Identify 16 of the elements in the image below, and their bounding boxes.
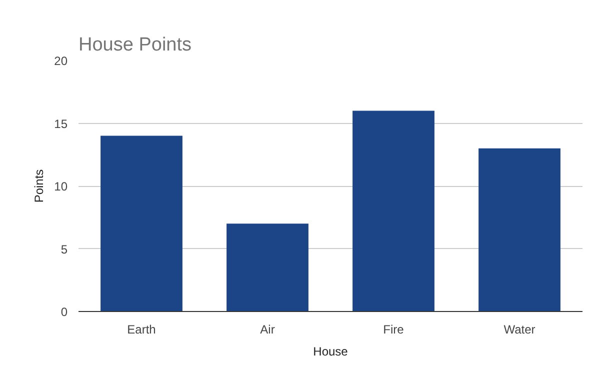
bar <box>478 148 560 312</box>
bar <box>226 224 308 312</box>
x-tick-label: Earth <box>127 322 156 336</box>
bar <box>352 110 434 312</box>
x-tick-label: Air <box>260 322 275 336</box>
y-tick-label: 10 <box>54 180 68 194</box>
x-tick-label: Water <box>504 322 536 336</box>
y-axis-title: Points <box>32 169 46 203</box>
bar <box>100 136 182 312</box>
y-tick-label: 15 <box>54 116 68 131</box>
y-tick-label: 0 <box>60 305 68 319</box>
y-tick-label: 5 <box>60 242 68 256</box>
x-tick-label: Fire <box>383 322 404 336</box>
chart-title: House Points <box>78 34 192 56</box>
y-tick-label: 20 <box>54 54 68 68</box>
x-axis-title: House <box>313 344 348 358</box>
